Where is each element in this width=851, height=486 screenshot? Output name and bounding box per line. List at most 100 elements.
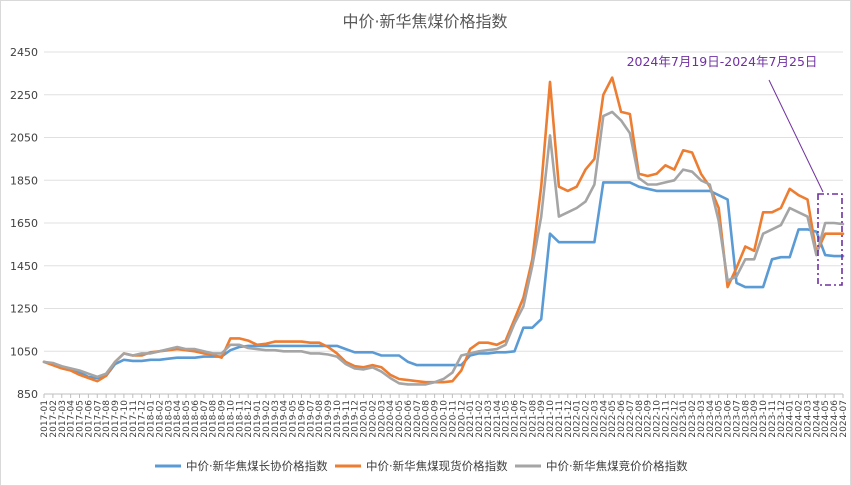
x-tick-label: 2022-01 — [573, 400, 583, 438]
x-tick-label: 2020-01 — [360, 400, 370, 438]
x-tick-label: 2019-08 — [315, 400, 325, 438]
x-tick-label: 2018-09 — [218, 400, 228, 438]
x-tick-label: 2021-11 — [555, 400, 565, 438]
x-tick-label: 2020-05 — [395, 400, 405, 438]
x-tick-label: 2018-02 — [155, 400, 165, 438]
x-tick-label: 2023-11 — [768, 400, 778, 438]
x-tick-label: 2021-08 — [528, 400, 538, 438]
x-tick-label: 2017-05 — [76, 400, 86, 438]
x-tick-label: 2018-08 — [209, 400, 219, 438]
x-tick-label: 2018-01 — [147, 400, 157, 438]
x-tick-label: 2022-04 — [599, 400, 609, 438]
x-tick-label: 2020-12 — [457, 400, 467, 438]
x-tick-label: 2024-06 — [830, 400, 840, 438]
x-tick-label: 2017-06 — [84, 400, 94, 438]
x-tick-label: 2017-02 — [49, 400, 59, 438]
annotation-label: 2024年7月19日-2024年7月25日 — [627, 54, 818, 69]
x-tick-label: 2020-03 — [377, 400, 387, 438]
x-tick-label: 2022-03 — [590, 400, 600, 438]
x-tick-label: 2018-05 — [182, 400, 192, 438]
series-line-1 — [42, 181, 845, 380]
x-tick-label: 2019-10 — [333, 400, 343, 438]
x-tick-label: 2017-01 — [40, 400, 50, 438]
x-tick-label: 2019-03 — [271, 400, 281, 438]
x-tick-label: 2020-11 — [448, 400, 458, 438]
x-tick-label: 2017-08 — [102, 400, 112, 438]
y-tick-label: 2050 — [10, 132, 38, 145]
x-tick-label: 2017-09 — [111, 400, 121, 438]
x-tick-label: 2023-07 — [732, 400, 742, 438]
x-tick-label: 2017-03 — [58, 400, 68, 438]
x-tick-label: 2017-12 — [138, 400, 148, 438]
x-tick-label: 2021-10 — [546, 400, 556, 438]
x-tick-label: 2021-03 — [484, 400, 494, 438]
y-tick-label: 1050 — [10, 345, 38, 358]
x-tick-label: 2021-05 — [502, 400, 512, 438]
x-tick-label: 2020-10 — [440, 400, 450, 438]
x-tick-label: 2024-05 — [821, 400, 831, 438]
x-tick-label: 2023-02 — [688, 400, 698, 438]
x-tick-label: 2024-01 — [786, 400, 796, 438]
x-tick-label: 2024-03 — [803, 400, 813, 438]
x-tick-label: 2022-02 — [582, 400, 592, 438]
legend-label: 中价·新华焦煤长协价格指数 — [186, 459, 328, 473]
x-tick-label: 2019-01 — [253, 400, 263, 438]
x-tick-label: 2018-12 — [244, 400, 254, 438]
x-tick-label: 2019-11 — [342, 400, 352, 438]
y-tick-label: 1250 — [10, 303, 38, 316]
x-tick-label: 2022-08 — [635, 400, 645, 438]
x-tick-label: 2023-09 — [750, 400, 760, 438]
x-tick-label: 2017-10 — [120, 400, 130, 438]
x-tick-label: 2021-12 — [564, 400, 574, 438]
x-tick-label: 2019-09 — [324, 400, 334, 438]
x-tick-label: 2018-07 — [200, 400, 210, 438]
x-axis-ticks: 2017-012017-022017-032017-042017-052017-… — [40, 394, 849, 438]
x-tick-label: 2020-08 — [422, 400, 432, 438]
y-tick-label: 850 — [17, 388, 38, 401]
x-tick-label: 2024-02 — [795, 400, 805, 438]
x-tick-label: 2022-07 — [626, 400, 636, 438]
x-tick-label: 2022-10 — [653, 400, 663, 438]
x-tick-label: 2021-06 — [511, 400, 521, 438]
x-tick-label: 2020-04 — [386, 400, 396, 438]
series-lines — [42, 76, 845, 386]
x-tick-label: 2020-06 — [404, 400, 414, 438]
x-tick-label: 2022-12 — [670, 400, 680, 438]
x-tick-label: 2023-01 — [679, 400, 689, 438]
x-tick-label: 2020-09 — [431, 400, 441, 438]
y-axis-ticks: 850 1050 1250 1450 1650 1850 2050 2250 2450 — [10, 46, 38, 401]
x-tick-label: 2023-12 — [777, 400, 787, 438]
annotation-box — [817, 193, 843, 286]
x-tick-label: 2023-06 — [724, 400, 734, 438]
x-tick-label: 2023-05 — [715, 400, 725, 438]
x-tick-label: 2019-07 — [306, 400, 316, 438]
legend-label: 中价·新华焦煤竞价价格指数 — [546, 459, 688, 473]
x-tick-label: 2021-09 — [537, 400, 547, 438]
x-tick-label: 2023-04 — [706, 400, 716, 438]
x-tick-label: 2021-01 — [466, 400, 476, 438]
y-tick-label: 1450 — [10, 260, 38, 273]
y-tick-label: 1650 — [10, 217, 38, 230]
x-tick-label: 2023-10 — [759, 400, 769, 438]
x-tick-label: 2018-03 — [164, 400, 174, 438]
x-tick-label: 2024-04 — [812, 400, 822, 438]
y-tick-label: 1850 — [10, 174, 38, 187]
x-tick-label: 2020-07 — [413, 400, 423, 438]
x-tick-label: 2022-11 — [661, 400, 671, 438]
x-tick-label: 2017-04 — [67, 400, 77, 438]
series-line-3 — [42, 110, 845, 386]
x-tick-label: 2018-04 — [173, 400, 183, 438]
legend-label: 中价·新华焦煤现货价格指数 — [366, 459, 508, 473]
x-tick-label: 2021-07 — [519, 400, 529, 438]
x-tick-label: 2022-09 — [644, 400, 654, 438]
y-tick-label: 2250 — [10, 89, 38, 102]
legend: 中价·新华焦煤长协价格指数 中价·新华焦煤现货价格指数 中价·新华焦煤竞价价格指数 — [155, 459, 688, 473]
x-tick-label: 2022-06 — [617, 400, 627, 438]
x-tick-label: 2019-02 — [262, 400, 272, 438]
x-tick-label: 2019-05 — [289, 400, 299, 438]
x-tick-label: 2024-07 — [839, 400, 849, 438]
x-tick-label: 2021-04 — [493, 400, 503, 438]
